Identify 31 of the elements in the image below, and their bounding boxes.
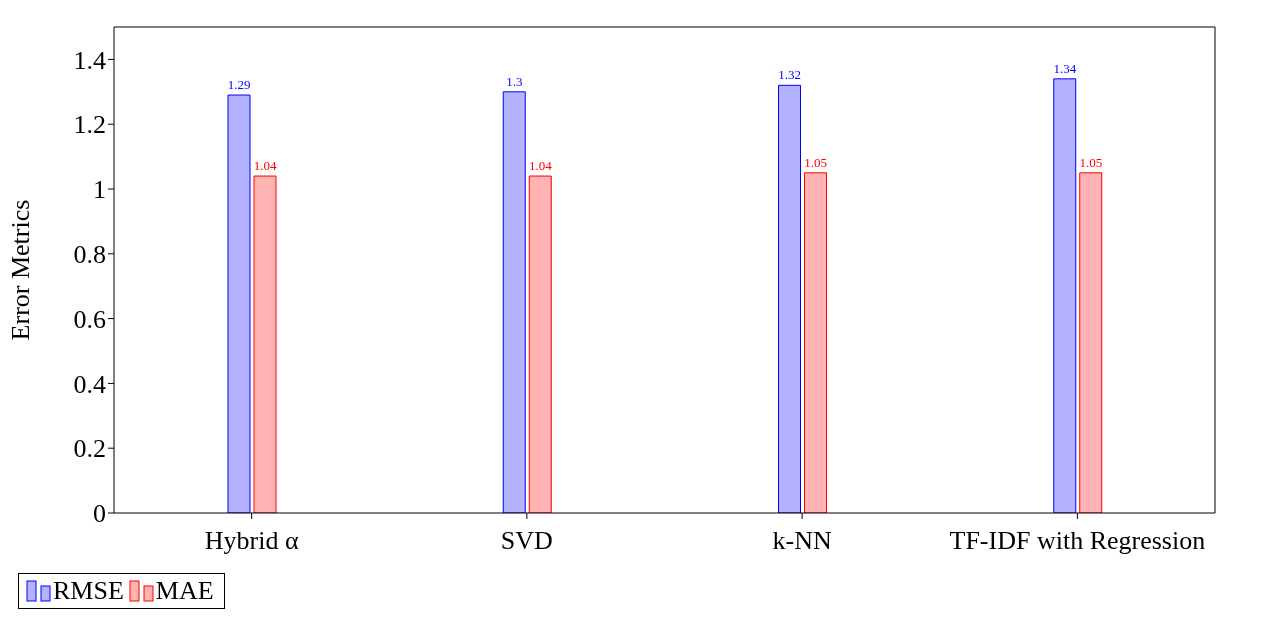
bar xyxy=(502,91,526,513)
y-tick-label: 1 xyxy=(93,175,106,205)
x-tick-label: TF-IDF with Regression xyxy=(949,526,1206,556)
x-tick-label: SVD xyxy=(500,526,553,556)
y-tick-label: 0.8 xyxy=(73,240,106,270)
x-tick-label: Hybrid α xyxy=(204,526,299,556)
bar xyxy=(227,94,251,513)
bar xyxy=(1079,172,1103,513)
y-axis-title: Error Metrics xyxy=(6,199,36,341)
legend-label: RMSE xyxy=(53,576,124,606)
x-tick-label: k-NN xyxy=(772,526,832,556)
bar xyxy=(778,84,801,513)
data-label: 1.05 xyxy=(804,154,827,170)
y-tick-label: 0.6 xyxy=(73,304,106,334)
data-label: 1.04 xyxy=(253,158,277,174)
data-label: 1.04 xyxy=(528,158,553,174)
legend-label: MAE xyxy=(155,576,214,606)
y-tick-label: 1.2 xyxy=(73,110,106,140)
bar xyxy=(528,175,552,513)
data-label: 1.29 xyxy=(227,77,251,93)
data-label: 1.05 xyxy=(1079,154,1103,170)
bar xyxy=(253,175,277,513)
data-label: 1.32 xyxy=(778,67,801,83)
bar xyxy=(804,172,827,513)
bar xyxy=(1053,78,1077,513)
y-tick-label: 0 xyxy=(93,499,106,529)
y-tick-label: 1.4 xyxy=(73,45,106,75)
y-tick-label: 0.2 xyxy=(73,434,106,464)
data-label: 1.34 xyxy=(1053,60,1077,76)
data-label: 1.3 xyxy=(506,73,523,89)
y-tick-label: 0.4 xyxy=(73,369,106,399)
